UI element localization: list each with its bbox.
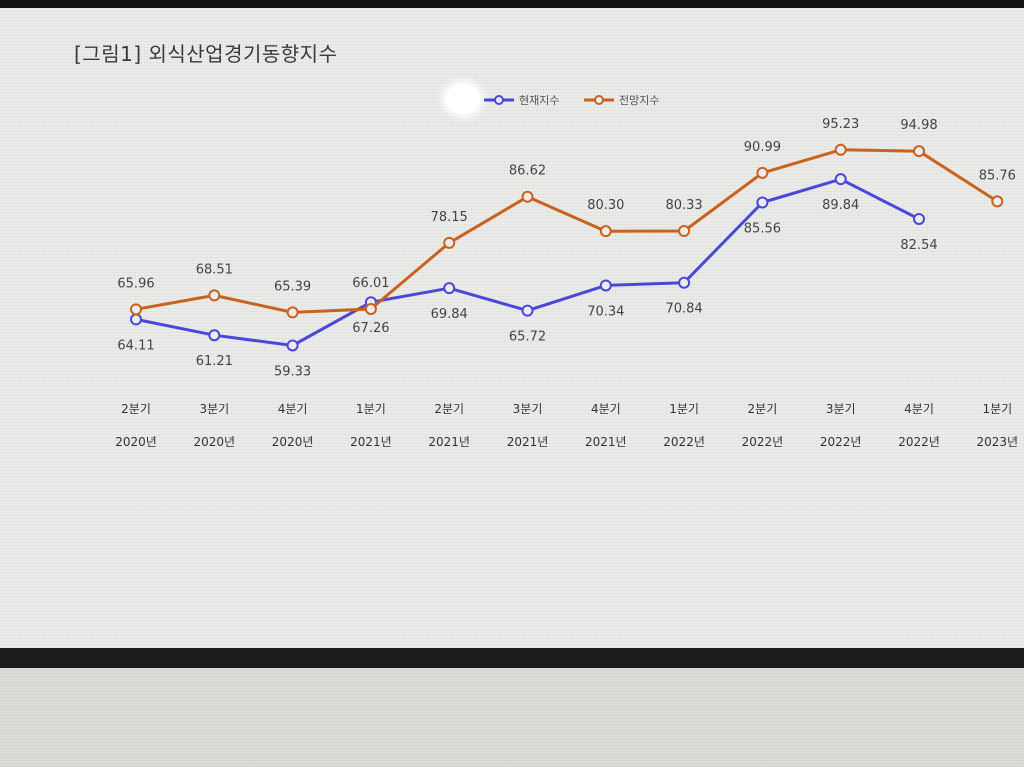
data-point-0-5 (521, 304, 534, 317)
data-point-1-9 (834, 143, 847, 156)
data-label-1-11: 85.76 (979, 168, 1016, 183)
data-label-0-10: 82.54 (900, 238, 937, 253)
data-label-0-4: 69.84 (431, 307, 468, 322)
x-tick-year-7: 2022년 (663, 435, 705, 449)
data-label-0-2: 59.33 (274, 364, 311, 379)
top-bezel (0, 0, 1024, 8)
x-tick-quarter-3: 1분기 (356, 402, 386, 416)
x-tick-year-2: 2020년 (272, 435, 314, 449)
desk-surface (0, 668, 1024, 767)
data-point-1-1 (208, 289, 221, 302)
data-label-0-8: 85.56 (744, 221, 781, 236)
data-label-1-7: 80.33 (665, 198, 702, 213)
x-tick-year-10: 2022년 (898, 435, 940, 449)
x-tick-year-11: 2023년 (977, 435, 1019, 449)
data-label-0-9: 89.84 (822, 198, 859, 213)
data-label-0-0: 64.11 (117, 338, 154, 353)
x-tick-quarter-1: 3분기 (199, 402, 229, 416)
data-point-0-0 (130, 313, 142, 326)
x-tick-quarter-5: 3분기 (513, 402, 543, 416)
data-label-0-5: 65.72 (509, 330, 546, 345)
x-tick-year-9: 2022년 (820, 435, 862, 449)
data-point-1-10 (913, 145, 925, 158)
x-tick-quarter-4: 2분기 (434, 402, 464, 416)
monitor-bezel (0, 648, 1024, 668)
data-point-0-4 (443, 282, 456, 295)
data-point-0-9 (834, 173, 847, 186)
data-point-1-5 (521, 190, 534, 203)
data-label-0-7: 70.84 (665, 302, 702, 317)
legend-label-1: 전망지수 (619, 94, 659, 107)
x-tick-quarter-8: 2분기 (748, 402, 778, 416)
legend-marker-0 (494, 95, 504, 105)
x-tick-year-6: 2021년 (585, 435, 627, 449)
legend-label-0: 현재지수 (519, 94, 559, 107)
data-point-0-6 (599, 279, 612, 292)
x-tick-year-4: 2021년 (428, 435, 470, 449)
x-tick-year-5: 2021년 (507, 435, 549, 449)
x-tick-quarter-0: 2분기 (121, 402, 151, 416)
data-point-0-10 (913, 212, 925, 225)
series-line-1 (135, 148, 999, 314)
data-point-0-8 (756, 196, 769, 209)
data-point-0-1 (208, 329, 221, 342)
data-point-1-7 (678, 225, 691, 238)
x-tick-quarter-2: 4분기 (278, 402, 308, 416)
data-label-0-3: 67.26 (352, 321, 389, 336)
data-point-1-3 (364, 303, 377, 316)
data-point-1-6 (599, 225, 612, 238)
data-point-1-2 (286, 306, 299, 319)
data-label-1-10: 94.98 (900, 118, 937, 133)
x-tick-quarter-7: 1분기 (669, 402, 699, 416)
x-tick-year-1: 2020년 (194, 435, 236, 449)
screen-area: [그림1] 외식산업경기동향지수 (0, 8, 1024, 648)
data-point-1-11 (991, 195, 1004, 208)
data-label-1-5: 86.62 (509, 164, 546, 179)
data-point-1-4 (443, 236, 456, 249)
x-tick-year-3: 2021년 (350, 435, 392, 449)
data-point-1-0 (130, 303, 142, 316)
data-label-1-4: 78.15 (431, 210, 468, 225)
data-label-1-2: 65.39 (274, 279, 311, 294)
data-label-1-9: 95.23 (822, 117, 859, 132)
data-point-1-8 (756, 166, 769, 179)
data-label-1-1: 68.51 (196, 262, 233, 277)
x-tick-year-8: 2022년 (742, 435, 784, 449)
x-tick-quarter-6: 4분기 (591, 402, 621, 416)
data-point-0-2 (286, 339, 299, 352)
x-tick-quarter-11: 1분기 (982, 402, 1012, 416)
x-tick-quarter-9: 3분기 (826, 402, 856, 416)
data-point-0-7 (678, 276, 691, 289)
x-tick-year-0: 2020년 (115, 435, 157, 449)
data-label-1-3: 66.01 (352, 276, 389, 291)
screen-glare (446, 84, 480, 114)
data-label-0-6: 70.34 (587, 304, 624, 319)
chart-title: [그림1] 외식산업경기동향지수 (74, 42, 338, 66)
data-label-1-8: 90.99 (744, 140, 781, 155)
data-label-1-6: 80.30 (587, 198, 624, 213)
series-line-0 (135, 177, 920, 347)
x-tick-quarter-10: 4분기 (904, 402, 934, 416)
data-label-1-0: 65.96 (117, 276, 154, 291)
data-label-0-1: 61.21 (196, 354, 233, 369)
legend-marker-1 (594, 95, 604, 105)
